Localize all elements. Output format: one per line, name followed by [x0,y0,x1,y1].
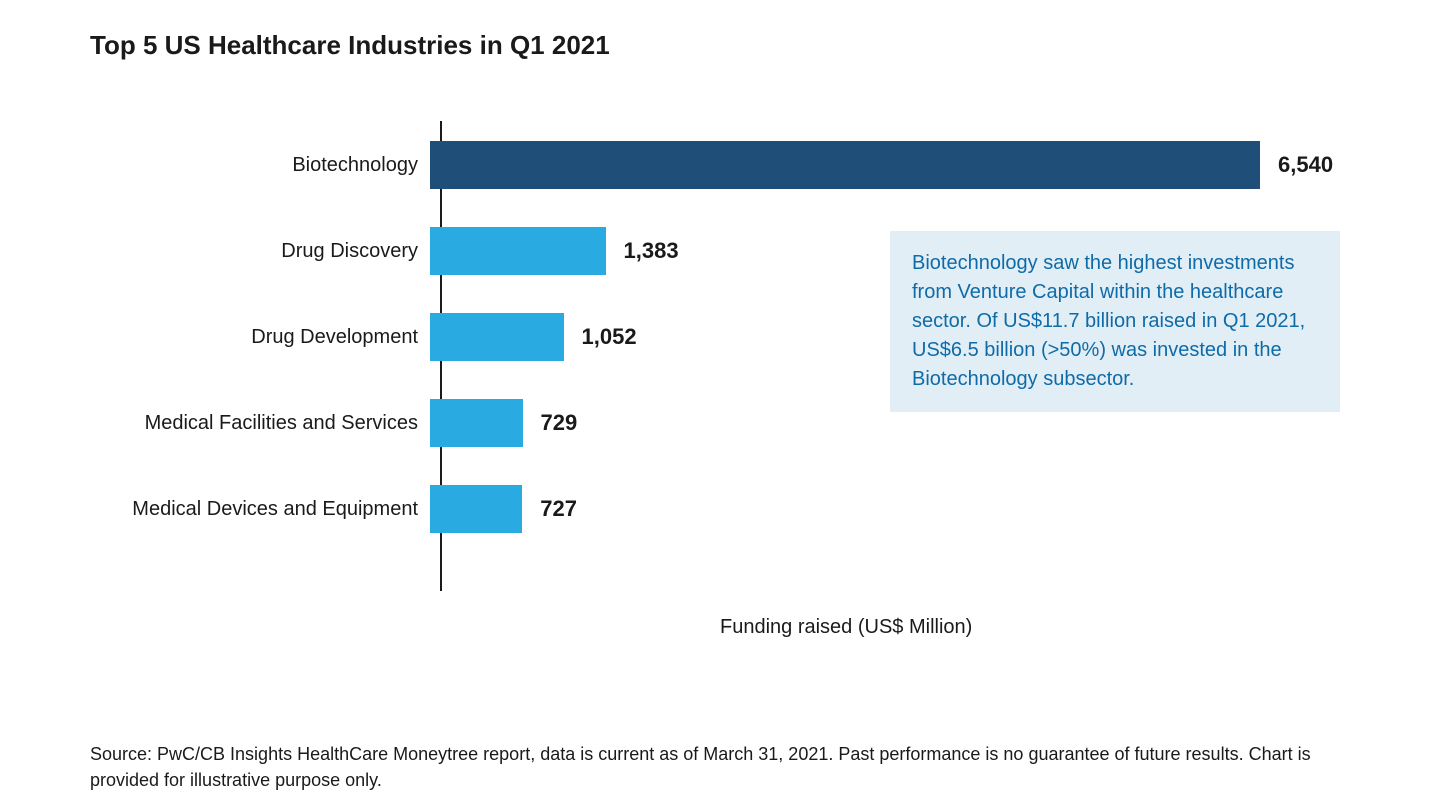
bar-label: Drug Development [90,326,430,349]
bar-value: 1,052 [582,324,637,350]
bar [430,141,1260,189]
bar-label: Medical Facilities and Services [90,412,430,435]
bar-label: Medical Devices and Equipment [90,498,430,521]
bar [430,485,522,533]
bar-value: 6,540 [1278,152,1333,178]
bar-label: Drug Discovery [90,240,430,263]
bar-value: 1,383 [624,238,679,264]
bar-value: 729 [541,410,578,436]
bar-value: 727 [540,496,577,522]
bar-row: Medical Devices and Equipment 727 [90,485,1350,533]
callout-box: Biotechnology saw the highest investment… [890,231,1340,412]
chart-area: Biotechnology 6,540 Drug Discovery 1,383… [90,121,1350,601]
bar-label: Biotechnology [90,154,430,177]
bar [430,399,523,447]
source-text: Source: PwC/CB Insights HealthCare Money… [90,741,1350,793]
bar-row: Biotechnology 6,540 [90,141,1350,189]
bar [430,313,564,361]
bar [430,227,606,275]
x-axis-label: Funding raised (US$ Million) [720,616,972,639]
chart-title: Top 5 US Healthcare Industries in Q1 202… [90,30,1350,61]
